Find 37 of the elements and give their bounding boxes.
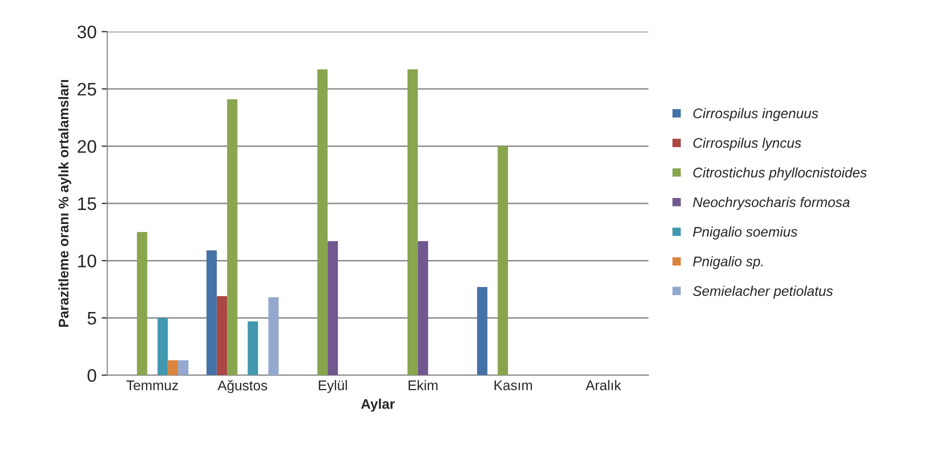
bar [328,241,338,376]
y-tick-label: 25 [78,82,96,96]
bar [158,318,168,376]
legend-label: Cirrospilus ingenuus [693,108,818,122]
x-tick-label: Ekim [408,380,438,390]
legend-label: Citrostichus phyllocnistoides [693,167,867,180]
x-tick-label: Eylül [318,380,347,393]
y-tick-label: 15 [78,198,96,210]
legend-label: Semielacher petiolatus [692,286,833,299]
bar [206,250,217,376]
bar [317,69,328,376]
bar [136,232,148,376]
y-axis-title: Parazitleme oranı % aylık ortalamsları [58,80,72,327]
bar [477,286,488,376]
bar [498,146,508,376]
bar [408,69,418,376]
bar [248,321,258,376]
x-tick-label: Kasım [494,380,532,390]
legend-label: Pnigalio soemius [693,226,798,240]
y-tick-label: 5 [88,312,96,325]
y-tick-label: 30 [77,26,96,38]
y-tick-label: 10 [78,254,96,268]
bar [418,241,428,376]
bar [216,296,228,376]
legend-label: Cirrospilus lyncus [693,138,802,151]
legend-label: Neochrysocharis formosa [693,196,850,210]
bar [168,360,178,376]
bar [268,297,279,376]
x-tick-label: Aralık [586,380,622,390]
legend-label: Pnigalio sp. [693,256,763,270]
x-axis-title: Aylar [361,398,395,412]
x-tick-label: Temmuz [126,380,178,390]
bar [227,99,238,376]
x-tick-label: Ağustos [218,380,268,394]
y-tick-label: 0 [88,369,96,382]
bar [178,360,188,376]
y-tick-label: 20 [78,140,96,153]
